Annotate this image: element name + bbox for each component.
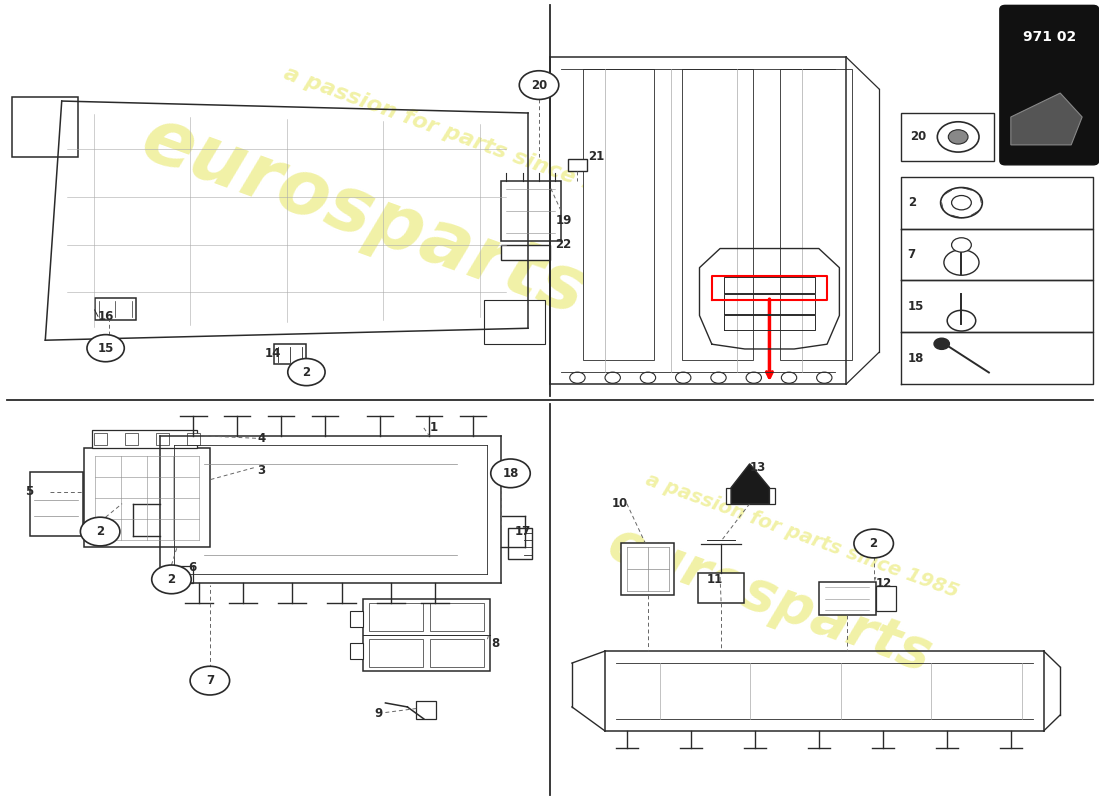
Circle shape <box>519 70 559 99</box>
Bar <box>350 611 363 627</box>
Text: 18: 18 <box>908 352 924 365</box>
Bar <box>583 69 654 360</box>
Circle shape <box>152 565 191 594</box>
Text: 2: 2 <box>870 537 878 550</box>
Bar <box>30 472 82 535</box>
Bar <box>274 344 307 364</box>
Bar <box>124 434 138 446</box>
Bar <box>368 639 424 667</box>
Circle shape <box>87 334 124 362</box>
Text: 14: 14 <box>265 347 282 360</box>
Bar <box>500 245 550 261</box>
Text: 16: 16 <box>98 310 114 322</box>
Text: 2: 2 <box>96 525 104 538</box>
Circle shape <box>948 130 968 144</box>
Bar <box>698 573 745 603</box>
Bar <box>876 586 895 611</box>
Bar <box>12 97 78 157</box>
Text: 15: 15 <box>98 342 113 354</box>
Text: 2: 2 <box>908 196 916 209</box>
Circle shape <box>190 666 230 695</box>
Bar <box>508 527 532 559</box>
Polygon shape <box>1011 93 1082 145</box>
Text: 13: 13 <box>750 462 766 474</box>
Bar <box>901 113 994 161</box>
Text: 18: 18 <box>503 467 519 480</box>
Circle shape <box>854 529 893 558</box>
Bar <box>780 69 851 360</box>
Text: 971 02: 971 02 <box>1023 30 1076 44</box>
Text: 21: 21 <box>588 150 605 163</box>
Bar <box>818 582 876 615</box>
FancyBboxPatch shape <box>1000 6 1099 165</box>
Text: 9: 9 <box>374 707 383 720</box>
Text: a passion for parts since 1985: a passion for parts since 1985 <box>644 470 961 601</box>
Circle shape <box>491 459 530 488</box>
Text: 5: 5 <box>25 485 34 498</box>
Bar <box>430 639 484 667</box>
Bar <box>500 181 561 241</box>
Text: 12: 12 <box>876 577 892 590</box>
Text: 6: 6 <box>188 561 196 574</box>
Text: 7: 7 <box>908 248 916 261</box>
Text: 17: 17 <box>515 525 531 538</box>
Circle shape <box>288 358 326 386</box>
Text: 4: 4 <box>257 432 265 445</box>
Bar <box>350 643 363 659</box>
Bar <box>484 300 544 344</box>
Bar <box>94 434 107 446</box>
Bar <box>172 575 188 585</box>
Bar <box>95 298 136 320</box>
Text: 20: 20 <box>910 130 926 143</box>
Bar <box>416 702 436 719</box>
Text: 3: 3 <box>257 464 265 477</box>
Bar <box>726 488 774 504</box>
Bar <box>187 434 200 446</box>
Text: 7: 7 <box>206 674 213 687</box>
Bar <box>682 69 754 360</box>
Bar <box>92 430 197 448</box>
Text: 10: 10 <box>612 497 628 510</box>
Bar <box>568 159 587 171</box>
Text: 15: 15 <box>908 300 924 313</box>
Bar <box>84 448 210 547</box>
Text: 1: 1 <box>429 422 438 434</box>
Circle shape <box>934 338 949 350</box>
Bar <box>166 566 194 583</box>
Text: 20: 20 <box>531 78 547 91</box>
Text: eurosparts: eurosparts <box>131 102 596 331</box>
Text: eurosparts: eurosparts <box>601 516 938 682</box>
Circle shape <box>80 517 120 546</box>
Text: 11: 11 <box>707 573 723 586</box>
Text: 2: 2 <box>302 366 310 378</box>
Text: 19: 19 <box>556 214 572 227</box>
Bar <box>430 603 484 631</box>
Bar <box>363 599 490 671</box>
Text: 2: 2 <box>167 573 176 586</box>
Bar <box>156 434 169 446</box>
Circle shape <box>952 195 971 210</box>
Polygon shape <box>732 464 769 504</box>
Bar <box>621 543 674 595</box>
Circle shape <box>952 238 971 252</box>
Text: 22: 22 <box>556 238 572 251</box>
Text: a passion for parts since 1985: a passion for parts since 1985 <box>280 62 644 211</box>
Bar <box>368 603 424 631</box>
Text: 8: 8 <box>491 637 499 650</box>
